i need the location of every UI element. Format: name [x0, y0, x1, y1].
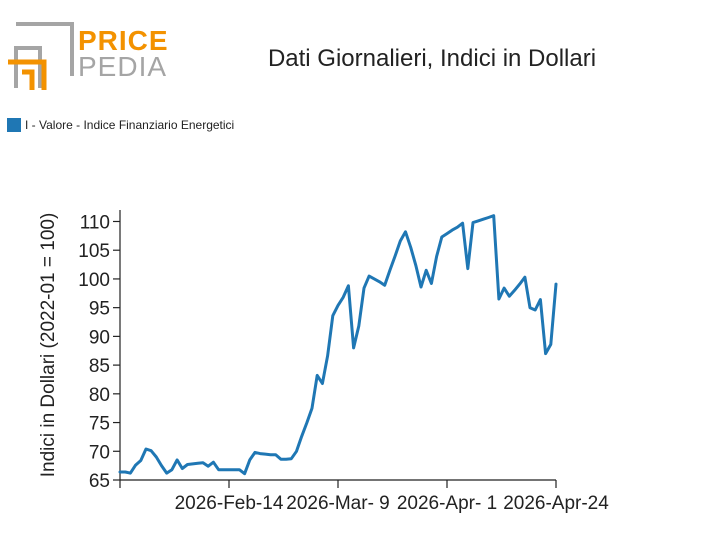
- logo-gray-bracket-outer: [14, 46, 42, 88]
- legend: I - Valore - Indice Finanziario Energeti…: [7, 118, 234, 132]
- y-axis-label: Indici in Dollari (2022-01 = 100): [38, 213, 59, 478]
- y-tick-label: 110: [80, 212, 110, 233]
- x-tick-label: 2026-Mar- 9: [286, 493, 390, 514]
- x-tick-label: 2026-Apr- 1: [397, 493, 497, 514]
- y-tick-label: 100: [78, 270, 110, 291]
- logo-word-price: PRICE: [78, 25, 169, 56]
- y-tick-label: 80: [89, 385, 110, 406]
- pricepedia-logo: PRICE PEDIA: [8, 22, 169, 90]
- y-axis: 65 70 75 80 85 90 95 100 105 110: [78, 210, 121, 492]
- y-tick-label: 85: [89, 356, 110, 377]
- logo-word-pedia: PEDIA: [78, 51, 167, 82]
- logo-orange-bracket-outer: [8, 59, 47, 90]
- y-tick-label: 105: [78, 241, 110, 262]
- legend-swatch: [7, 118, 21, 132]
- x-axis: 2026-Feb-14 2026-Mar- 9 2026-Apr- 1 2026-Ap…: [119, 479, 609, 514]
- x-tick-label: 2026-Apr-24: [503, 493, 609, 514]
- y-tick-label: 90: [89, 327, 110, 348]
- logo-gray-bracket-top: [16, 22, 74, 76]
- y-tick-label: 95: [89, 299, 110, 320]
- legend-label: I - Valore - Indice Finanziario Energeti…: [25, 118, 235, 132]
- x-tick-label: 2026-Feb-14: [175, 493, 284, 514]
- y-tick-label: 70: [89, 442, 110, 463]
- series-layer: [118, 214, 558, 476]
- logo-orange-bracket-inner: [22, 69, 35, 90]
- series-line: [118, 214, 558, 476]
- y-tick-label: 65: [89, 471, 110, 492]
- y-tick-label: 75: [89, 414, 110, 435]
- chart-title: Dati Giornalieri, Indici in Dollari: [268, 45, 596, 72]
